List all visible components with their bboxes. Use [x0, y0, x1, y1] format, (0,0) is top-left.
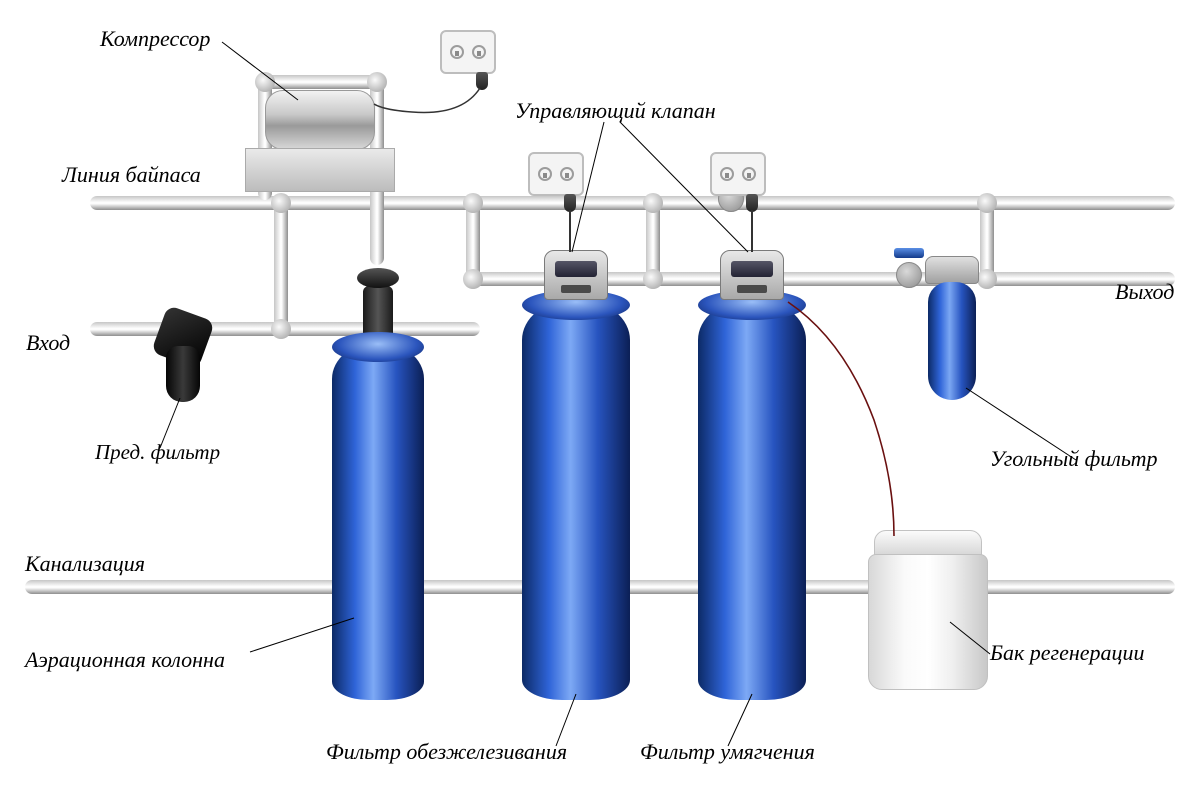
power-outlet-3 — [710, 152, 766, 196]
label-control-valve: Управляющий клапан — [515, 98, 716, 124]
iron-removal-filter — [522, 300, 630, 700]
cord-2 — [569, 210, 571, 252]
label-iron-filter: Фильтр обезжелезивания — [326, 739, 567, 765]
label-inlet: Вход — [26, 330, 70, 356]
label-compressor: Компрессор — [100, 26, 210, 52]
label-sewer: Канализация — [25, 551, 145, 577]
label-outlet: Выход — [1115, 279, 1174, 305]
cord-1 — [372, 82, 484, 122]
elbow — [463, 193, 483, 213]
cord-3 — [751, 210, 753, 252]
elbow — [463, 269, 483, 289]
power-outlet-1 — [440, 30, 496, 74]
ball-valve-outlet — [896, 262, 922, 292]
elbow — [977, 193, 997, 213]
elbow — [271, 319, 291, 339]
label-brine-tank: Бак регенерации — [990, 640, 1145, 666]
power-outlet-2 — [528, 152, 584, 196]
pre-filter — [158, 312, 208, 402]
manifold-pipe — [466, 272, 966, 286]
label-pre-filter: Пред. фильтр — [95, 440, 220, 465]
brine-tubing — [784, 300, 914, 540]
elbow — [271, 193, 291, 213]
label-aeration: Аэрационная колонна — [25, 647, 225, 673]
elbow — [977, 269, 997, 289]
control-valve-1 — [544, 250, 608, 300]
aeration-column — [332, 342, 424, 700]
carbon-filter — [928, 256, 976, 400]
label-carbon-filter: Угольный фильтр — [990, 446, 1157, 472]
bypass-pipe — [90, 196, 1175, 210]
elbow — [643, 269, 663, 289]
diagram-canvas: Компрессор Линия байпаса Управляющий кла… — [0, 0, 1200, 787]
label-bypass: Линия байпаса — [62, 162, 201, 188]
elbow — [643, 193, 663, 213]
label-soft-filter: Фильтр умягчения — [640, 739, 815, 765]
inlet-riser — [274, 196, 288, 328]
compressor-feed — [258, 75, 376, 89]
control-valve-2 — [720, 250, 784, 300]
elbow — [255, 72, 275, 92]
brine-tank — [868, 530, 988, 690]
